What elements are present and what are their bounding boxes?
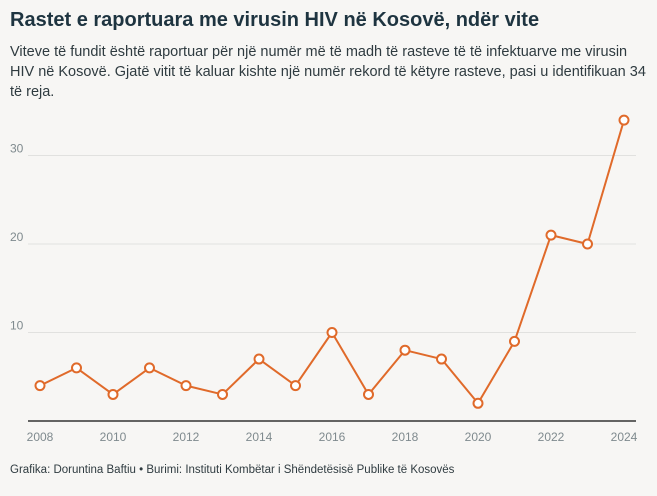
chart-title: Rastet e raportuara me virusin HIV në Ko… (10, 9, 540, 31)
series-line (39, 119, 625, 405)
data-point[interactable] (290, 380, 301, 392)
data-point[interactable] (217, 388, 228, 400)
data-points (34, 114, 630, 409)
x-tick-label: 2022 (538, 430, 565, 444)
x-tick-label: 2016 (319, 430, 346, 444)
data-point[interactable] (34, 380, 46, 392)
gridlines: 10 20 30 (10, 142, 636, 333)
y-tick-label: 10 (10, 319, 24, 333)
x-tick-label: 2020 (465, 430, 492, 444)
data-point[interactable] (436, 353, 447, 365)
y-tick-label: 30 (10, 142, 24, 156)
data-point[interactable] (618, 114, 630, 126)
data-point[interactable] (107, 388, 119, 400)
data-point[interactable] (472, 397, 484, 409)
chart-source: Grafika: Doruntina Baftiu • Burimi: Inst… (10, 464, 455, 476)
data-series (39, 119, 625, 405)
data-point[interactable] (71, 362, 82, 374)
data-point[interactable] (399, 344, 411, 356)
data-point[interactable] (326, 327, 338, 338)
x-tick-label: 2024 (611, 430, 638, 444)
data-point[interactable] (180, 380, 192, 392)
chart-subtitle: Viteve të fundit është raportuar për një… (10, 44, 646, 100)
x-tick-label: 2012 (173, 430, 200, 444)
x-tick-label: 2014 (246, 430, 273, 444)
data-point[interactable] (144, 362, 155, 374)
x-tick-label: 2008 (27, 430, 54, 444)
data-point[interactable] (509, 335, 520, 347)
x-tick-label: 2018 (392, 430, 419, 444)
data-point[interactable] (253, 353, 265, 365)
data-point[interactable] (582, 238, 593, 250)
data-point[interactable] (363, 388, 374, 400)
y-tick-label: 20 (10, 230, 24, 244)
axes: 2008 2010 2012 2014 2016 2018 2020 2022 2024 (27, 420, 638, 444)
data-point[interactable] (545, 229, 557, 241)
x-tick-label: 2010 (100, 430, 127, 444)
